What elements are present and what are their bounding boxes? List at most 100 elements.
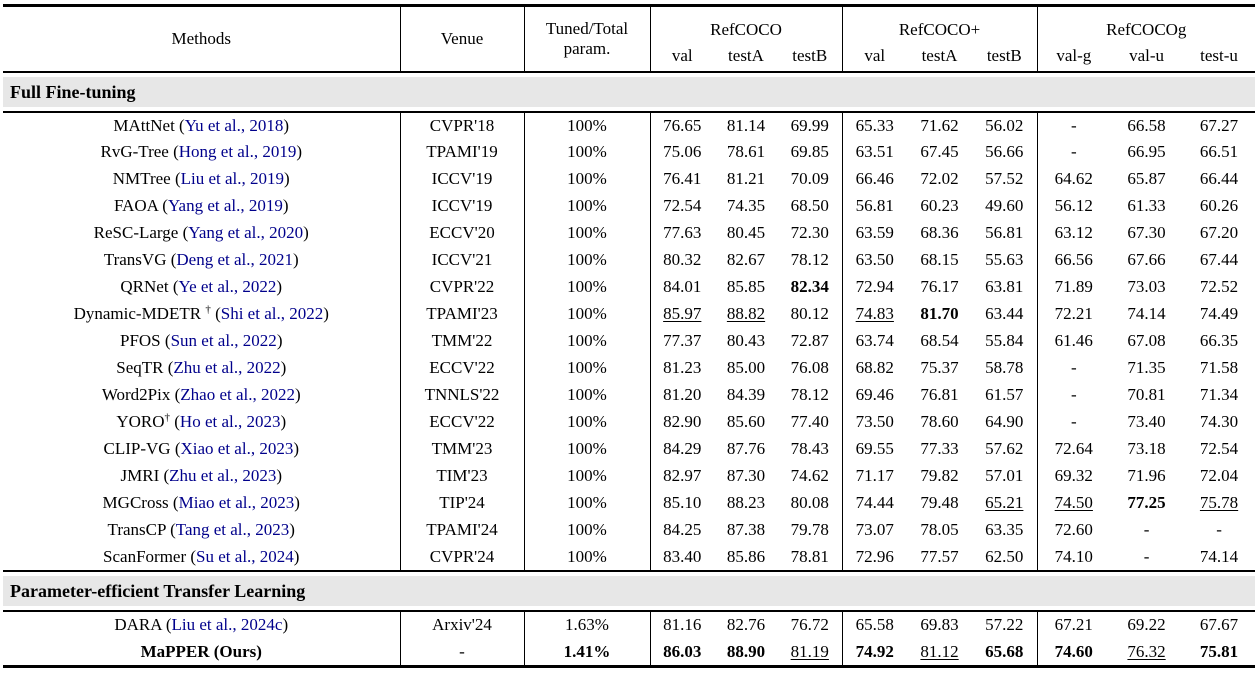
method-cell: NMTree (Liu et al., 2019) <box>112 169 290 188</box>
venue-cell: ICCV'21 <box>399 246 524 274</box>
score-cell: 70.81 <box>1127 385 1166 404</box>
citation-link[interactable]: Liu et al., 2019 <box>180 169 285 188</box>
score-cell: 67.21 <box>1036 610 1111 639</box>
venue-cell: - <box>399 638 524 667</box>
score-cell: 67.30 <box>1127 223 1166 242</box>
method-cell: RvG-Tree (Hong et al., 2019) <box>100 142 303 161</box>
score-cell: 68.15 <box>920 250 959 269</box>
score-cell: 67.45 <box>920 142 959 161</box>
score-cell: - <box>1143 546 1150 566</box>
citation-link[interactable]: Tang et al., 2023 <box>175 520 290 539</box>
citation-link[interactable]: Zhu et al., 2022 <box>173 358 281 377</box>
citation-link[interactable]: Sun et al., 2022 <box>170 331 277 350</box>
score-cell: 77.25 <box>1127 493 1166 512</box>
score-cell: - <box>1036 111 1111 139</box>
citation-link[interactable]: Yu et al., 2018 <box>184 115 284 135</box>
param-cell: 100% <box>523 489 650 517</box>
method-cell: JMRI (Zhu et al., 2023) <box>120 466 283 485</box>
section-title: Full Fine-tuning <box>3 76 1256 107</box>
citation-link[interactable]: Hong et al., 2019 <box>178 142 297 161</box>
score-cell: 65.58 <box>841 610 908 639</box>
score-cell: 78.12 <box>790 385 829 404</box>
param-cell: 100% <box>523 300 650 328</box>
group-header-refcoco: RefCOCO <box>649 5 843 42</box>
score-cell: 77.63 <box>649 219 714 247</box>
table-row: DARA (Liu et al., 2024c) Arxiv'24 1.63% 81.… <box>3 610 1255 639</box>
table-header: Methods Venue Tuned/Total param. RefCOCO… <box>3 5 1256 73</box>
citation-link[interactable]: Ye et al., 2022 <box>178 277 277 296</box>
score-cell: 82.90 <box>649 408 714 436</box>
method-cell: QRNet (Ye et al., 2022) <box>120 277 283 296</box>
score-cell: 72.87 <box>790 331 829 350</box>
score-cell: 61.57 <box>985 385 1024 404</box>
sub-header-val-u: val-u <box>1110 41 1184 73</box>
score-cell: 68.82 <box>841 354 908 382</box>
score-cell: 62.50 <box>985 546 1024 566</box>
score-cell: 71.34 <box>1199 385 1239 404</box>
score-cell: 80.32 <box>649 246 714 274</box>
score-cell: 76.72 <box>790 615 829 634</box>
citation-link[interactable]: Yang et al., 2019 <box>167 196 283 215</box>
sub-header-val-g: val-g <box>1036 41 1111 73</box>
score-cell: 80.43 <box>726 331 766 350</box>
venue-cell: ECCV'20 <box>399 219 524 247</box>
citation-link[interactable]: Xiao et al., 2023 <box>180 439 294 458</box>
venue-cell: TIM'23 <box>399 462 524 490</box>
score-cell: 72.94 <box>841 273 908 301</box>
citation-link[interactable]: Zhu et al., 2023 <box>169 466 277 485</box>
score-cell: 88.82 <box>726 304 766 323</box>
score-cell: 74.30 <box>1199 412 1239 431</box>
venue-cell: ECCV'22 <box>399 408 524 436</box>
param-cell: 100% <box>523 354 650 382</box>
venue-cell: TNNLS'22 <box>399 381 524 409</box>
score-cell: 72.21 <box>1036 300 1111 328</box>
citation-link[interactable]: Shi et al., 2022 <box>220 304 324 323</box>
group-header-refcoco+: RefCOCO+ <box>841 5 1038 42</box>
venue-cell: CVPR'18 <box>399 111 524 139</box>
score-cell: 76.32 <box>1127 641 1166 661</box>
score-cell: 57.01 <box>985 466 1024 485</box>
citation-link[interactable]: Deng et al., 2021 <box>176 250 294 269</box>
score-cell: 60.23 <box>920 196 959 215</box>
table-row: ReSC-Large (Yang et al., 2020) ECCV'20 100… <box>3 219 1255 247</box>
score-cell: 85.86 <box>726 546 766 566</box>
citation-link[interactable]: Ho et al., 2023 <box>179 412 281 431</box>
score-cell: 77.37 <box>649 327 714 355</box>
sub-header-testB: testB <box>972 41 1038 73</box>
citation-link[interactable]: Su et al., 2024 <box>196 546 294 566</box>
citation-link[interactable]: Zhao et al., 2022 <box>180 385 295 404</box>
score-cell: 85.00 <box>726 358 766 377</box>
score-cell: 72.96 <box>841 543 908 571</box>
score-cell: 71.96 <box>1127 466 1166 485</box>
score-cell: 67.66 <box>1127 250 1166 269</box>
score-cell: 85.85 <box>726 277 766 296</box>
score-cell: 67.27 <box>1199 115 1239 135</box>
citation-link[interactable]: Miao et al., 2023 <box>178 493 295 512</box>
venue-cell: ECCV'22 <box>399 354 524 382</box>
table-body: Full Fine-tuning MAttNet (Yu et al., 2018… <box>3 70 1256 667</box>
citation-link[interactable]: Liu et al., 2024c <box>171 615 283 634</box>
score-cell: 81.70 <box>920 304 959 323</box>
score-cell: 74.10 <box>1036 543 1111 571</box>
score-cell: 72.60 <box>1036 516 1111 544</box>
param-cell: 100% <box>523 165 650 193</box>
score-cell: 84.39 <box>726 385 766 404</box>
table-row: CLIP-VG (Xiao et al., 2023) TMM'23 100% 84.… <box>3 435 1255 463</box>
score-cell: 69.22 <box>1127 615 1166 634</box>
venue-cell: TPAMI'24 <box>399 516 524 544</box>
score-cell: 78.05 <box>920 520 959 539</box>
score-cell: 72.52 <box>1199 277 1239 296</box>
header-row-subs: val testA testB val testA testB val-g val-u test… <box>3 41 1256 73</box>
score-cell: 74.92 <box>841 638 908 667</box>
score-cell: 78.12 <box>790 250 829 269</box>
score-cell: 85.97 <box>649 300 714 328</box>
citation-link[interactable]: Yang et al., 2020 <box>188 223 304 242</box>
score-cell: 56.81 <box>985 223 1024 242</box>
score-cell: 81.19 <box>790 641 829 661</box>
param-cell: 100% <box>523 192 650 220</box>
score-cell: 75.06 <box>649 138 714 166</box>
score-cell: 63.74 <box>841 327 908 355</box>
score-cell: 65.21 <box>985 493 1024 512</box>
score-cell: 76.08 <box>790 358 829 377</box>
score-cell: - <box>1036 354 1111 382</box>
